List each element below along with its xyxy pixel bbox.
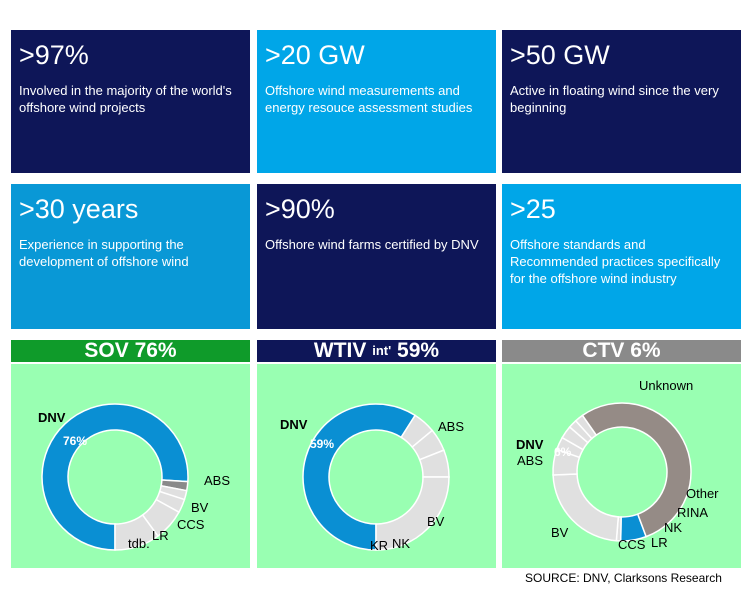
slice-label-bv: BV bbox=[551, 525, 569, 540]
stat-description: Offshore wind measurements and energy re… bbox=[265, 83, 473, 115]
wtiv-donut-chart: DNV KR NK BV ABS 59% bbox=[280, 403, 464, 553]
panel-title: SOV 76% bbox=[11, 340, 250, 362]
stat-description: Active in floating wind since the very b… bbox=[510, 83, 719, 115]
slice-dnv bbox=[41, 403, 189, 551]
stat-description: Involved in the majority of the world's … bbox=[19, 83, 232, 115]
slice-value-dnv: 76% bbox=[63, 434, 87, 448]
slice-label-nk: NK bbox=[664, 520, 682, 535]
sov-panel: SOV 76% DNV tdb. LR CCS BV ABS 76% bbox=[11, 340, 250, 568]
stat-tile-5: >90% Offshore wind farms certified by DN… bbox=[257, 184, 496, 329]
slice-abs bbox=[114, 513, 159, 551]
stat-description: Experience in supporting the development… bbox=[19, 237, 189, 269]
slice-label-lr: LR bbox=[651, 535, 668, 550]
stat-tile-2: >20 GW Offshore wind measurements and en… bbox=[257, 30, 496, 173]
source-note: SOURCE: DNV, Clarksons Research bbox=[525, 571, 722, 585]
slice-value-dnv: 6% bbox=[554, 445, 572, 459]
slice-label-tdb: tdb. bbox=[128, 536, 150, 551]
slice-label-ccs: CCS bbox=[177, 517, 205, 532]
slice-unknown bbox=[581, 402, 692, 538]
panel-body: DNV tdb. LR CCS BV ABS 76% bbox=[11, 364, 250, 568]
slice-label-ccs: CCS bbox=[618, 537, 646, 552]
slice-label-abs: ABS bbox=[438, 419, 464, 434]
panel-title: CTV 6% bbox=[502, 340, 741, 362]
ctv-panel: CTV 6% DNV ABS BV CCS LR NK RINA Other Unknown 6% bbox=[502, 340, 741, 568]
slice-label-unknown: Unknown bbox=[639, 378, 693, 393]
slice-label-kr: KR bbox=[370, 538, 388, 553]
slice-label-abs: ABS bbox=[517, 453, 543, 468]
slice-label-dnv: DNV bbox=[516, 437, 544, 452]
panel-title-tail: 59% bbox=[391, 339, 440, 362]
wtiv-panel: WTIV int' 59% DNV KR NK BV ABS 59% bbox=[257, 340, 496, 568]
slice-label-bv: BV bbox=[427, 514, 445, 529]
slice-label-bv: BV bbox=[191, 500, 209, 515]
slice-label-rina: RINA bbox=[677, 505, 708, 520]
stat-tile-1: >97% Involved in the majority of the wor… bbox=[11, 30, 250, 173]
stat-tile-3: >50 GW Active in floating wind since the… bbox=[502, 30, 741, 173]
stat-value: >90% bbox=[265, 194, 335, 224]
slice-label-dnv: DNV bbox=[38, 410, 66, 425]
panel-title-main: WTIV bbox=[313, 339, 373, 362]
slice-abs bbox=[375, 476, 450, 551]
panel-body: DNV KR NK BV ABS 59% bbox=[257, 364, 496, 568]
stat-description: Offshore wind farms certified by DNV bbox=[265, 237, 479, 252]
stat-tile-6: >25 Offshore standards and Recommended p… bbox=[502, 184, 741, 329]
slice-label-other: Other bbox=[686, 486, 719, 501]
panel-title: WTIV int' 59% bbox=[257, 340, 496, 362]
slice-value-dnv: 59% bbox=[310, 437, 334, 451]
panel-body: DNV ABS BV CCS LR NK RINA Other Unknown 6% bbox=[502, 364, 741, 568]
stat-tile-4: >30 years Experience in supporting the d… bbox=[11, 184, 250, 329]
stat-value: >20 GW bbox=[265, 40, 365, 70]
stat-value: >30 years bbox=[19, 194, 139, 224]
panel-title-text: SOV 76% bbox=[84, 339, 177, 362]
stat-value: >50 GW bbox=[510, 40, 610, 70]
panel-title-sub: int' bbox=[372, 343, 392, 358]
stat-value: >25 bbox=[510, 194, 556, 224]
slice-label-dnv: DNV bbox=[280, 417, 308, 432]
slice-label-lr: LR bbox=[152, 528, 169, 543]
slice-dnv bbox=[302, 403, 417, 551]
stat-value: >97% bbox=[19, 40, 89, 70]
slice-label-nk: NK bbox=[392, 536, 410, 551]
sov-donut-chart: DNV tdb.LR CCS BV ABS 76% bbox=[38, 403, 230, 551]
slice-label-abs: ABS bbox=[204, 473, 230, 488]
panel-title-text: CTV 6% bbox=[582, 339, 661, 362]
stat-description: Offshore standards and Recommended pract… bbox=[510, 237, 721, 286]
